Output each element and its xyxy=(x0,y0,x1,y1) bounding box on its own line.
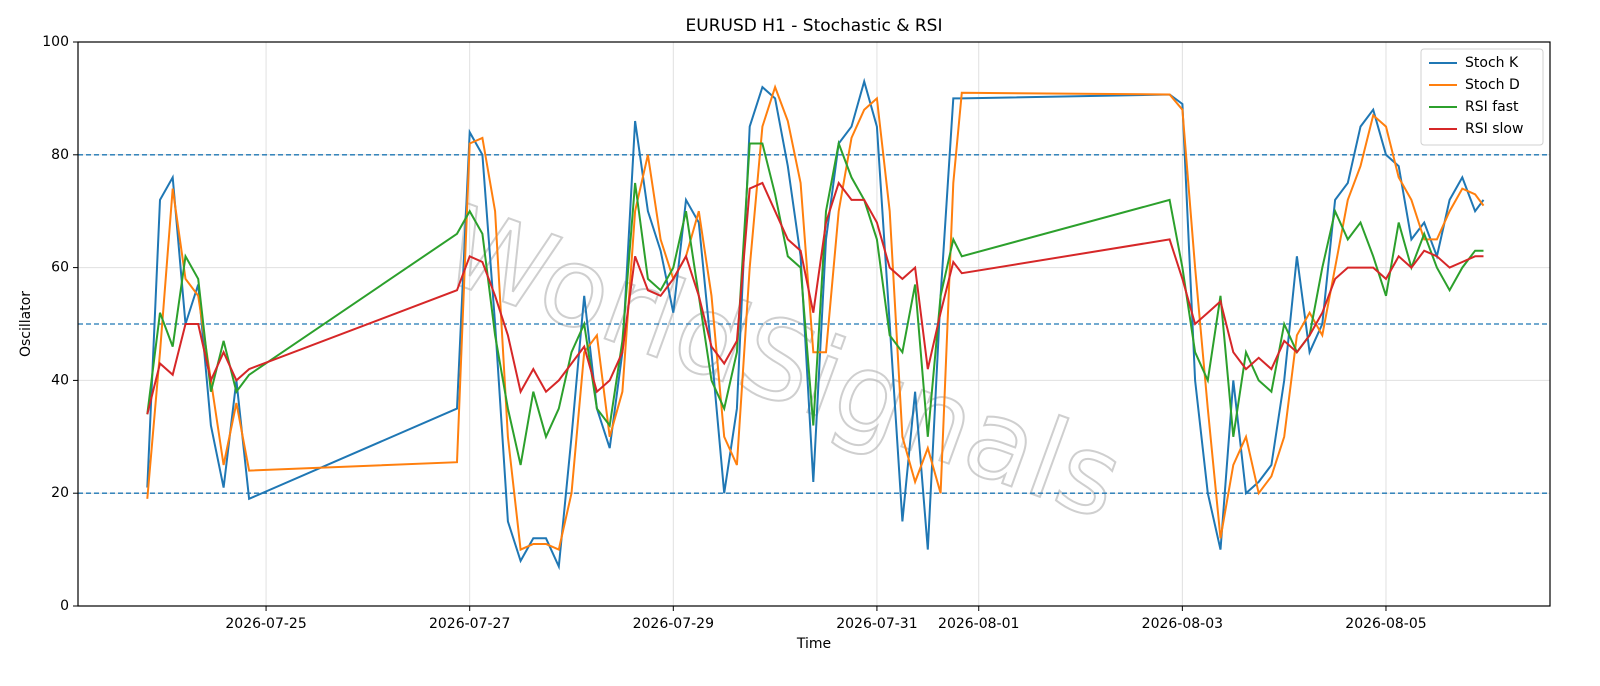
y-tick-label: 60 xyxy=(51,260,69,276)
y-tick-label: 100 xyxy=(42,34,69,50)
legend-label: Stoch K xyxy=(1465,55,1519,71)
legend-label: RSI fast xyxy=(1465,99,1519,115)
y-tick-label: 40 xyxy=(51,372,69,388)
legend-box xyxy=(1420,48,1544,146)
y-axis-label: Oscillator xyxy=(18,291,34,357)
y-tick-label: 20 xyxy=(51,485,69,501)
y-tick-label: 0 xyxy=(60,598,69,614)
y-tick-label: 80 xyxy=(51,147,69,163)
plot-frame xyxy=(77,41,1551,607)
x-tick-label: 2026-08-05 xyxy=(1345,616,1426,632)
x-tick-label: 2026-08-01 xyxy=(938,616,1019,632)
x-tick-label: 2026-07-31 xyxy=(836,616,917,632)
x-tick-label: 2026-08-03 xyxy=(1142,616,1223,632)
series-line xyxy=(146,139,1484,466)
series-line xyxy=(146,77,1485,571)
x-axis-label: Time xyxy=(796,636,831,652)
chart-title: EURUSD H1 - Stochastic & RSI xyxy=(686,16,943,36)
series-line xyxy=(146,84,1485,552)
series-line xyxy=(146,180,1484,415)
legend-label: Stoch D xyxy=(1465,77,1520,93)
x-tick-label: 2026-07-29 xyxy=(633,616,714,632)
legend-label: RSI slow xyxy=(1465,121,1523,137)
x-tick-label: 2026-07-25 xyxy=(225,616,306,632)
x-tick-label: 2026-07-27 xyxy=(429,616,510,632)
